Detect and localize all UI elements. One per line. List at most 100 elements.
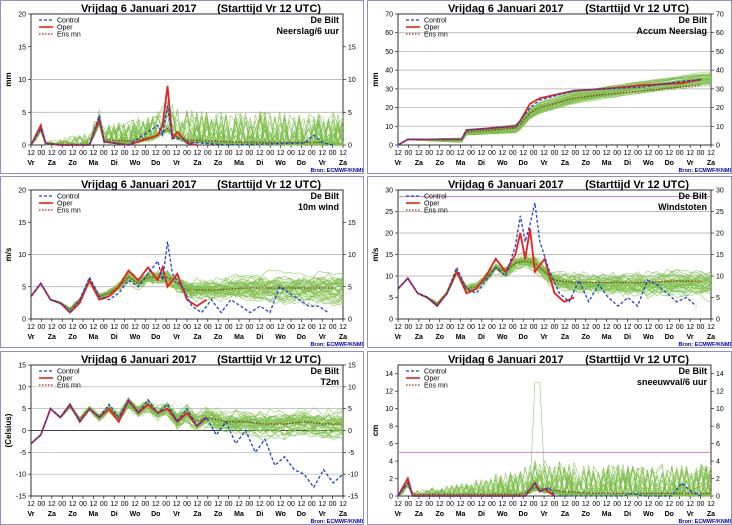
x-day-label: Za [339, 160, 347, 167]
variable-name: sneeuwval/6 uur [637, 377, 708, 387]
y-tick-label-left: 6 [389, 441, 393, 448]
y-axis-label: cm [371, 425, 380, 437]
y-tick-label-left: 30 [385, 188, 393, 195]
x-tick-label: 12 [707, 324, 715, 331]
x-tick-label: 12 [318, 150, 326, 157]
y-tick-label-right: 10 [348, 252, 356, 259]
x-day-label: Zo [582, 334, 591, 341]
panel-title: Vrijdag 6 Januari 2017 [448, 354, 564, 366]
x-day-label: Zo [435, 511, 444, 518]
y-tick-label-left: 15 [18, 363, 26, 370]
oper-line [30, 398, 208, 445]
variable-name: Windstoten [658, 202, 707, 212]
x-tick-label: 00 [488, 150, 496, 157]
x-tick-label: 12 [339, 501, 347, 508]
x-tick-label: 12 [256, 150, 264, 157]
station-name: De Bilt [678, 15, 707, 25]
x-tick-label: 00 [183, 150, 191, 157]
x-day-label: Di [256, 511, 263, 518]
y-tick-label-right: 50 [716, 49, 724, 56]
x-day-label: Ma [234, 160, 244, 167]
x-tick-label: 12 [235, 324, 243, 331]
x-tick-label: 00 [142, 324, 150, 331]
x-day-label: Vr [394, 334, 401, 341]
y-tick-label-right: 10 [716, 124, 724, 131]
x-day-label: Do [519, 334, 528, 341]
x-tick-label: 12 [27, 324, 35, 331]
x-tick-label: 12 [582, 501, 590, 508]
x-tick-label: 12 [110, 501, 118, 508]
x-day-label: Ma [602, 511, 612, 518]
ensemble-members [30, 396, 344, 444]
y-tick-label-right: 15 [716, 252, 724, 259]
x-day-label: Ma [89, 334, 99, 341]
x-tick-label: 00 [38, 324, 46, 331]
y-tick-label-right: 5 [348, 406, 352, 413]
x-tick-label: 12 [235, 150, 243, 157]
x-tick-label: 00 [121, 501, 129, 508]
x-tick-label: 12 [582, 324, 590, 331]
x-day-label: Vr [319, 160, 326, 167]
x-day-label: Za [561, 511, 569, 518]
variable-name: 10m wind [298, 202, 339, 212]
chart-10m-wind: Vrijdag 6 Januari 2017 (Starttijd Vr 12 U… [4, 179, 363, 347]
chart-accum-neerslag: Vrijdag 6 Januari 2017 (Starttijd Vr 12 U… [371, 3, 731, 173]
x-tick-label: 12 [90, 501, 98, 508]
x-tick-label: 00 [446, 150, 454, 157]
x-tick-label: 12 [603, 324, 611, 331]
x-tick-label: 00 [329, 501, 337, 508]
panel-start-time: (Starttijd Vr 12 UTC) [585, 354, 689, 366]
x-day-label: Vr [687, 160, 694, 167]
x-tick-label: 00 [204, 501, 212, 508]
ensemble-member [397, 81, 712, 146]
y-tick-label-left: 5 [22, 110, 26, 117]
x-tick-label: 12 [665, 150, 673, 157]
source-label: Bron: ECMWF/KNMI [678, 342, 731, 348]
x-tick-label: 12 [173, 150, 181, 157]
x-tick-label: 12 [540, 150, 548, 157]
x-tick-label: 12 [110, 324, 118, 331]
panel-windstoten: Vrijdag 6 Januari 2017 (Starttijd Vr 12 U… [367, 176, 732, 348]
x-day-label: Wo [497, 334, 508, 341]
x-tick-label: 12 [298, 150, 306, 157]
x-day-label: Di [111, 160, 118, 167]
x-day-label: Ma [456, 160, 466, 167]
x-tick-label: 12 [214, 324, 222, 331]
panel-title: Vrijdag 6 Januari 2017 [81, 179, 197, 191]
x-day-label: Di [256, 160, 263, 167]
x-tick-label: 00 [676, 150, 684, 157]
x-tick-label: 00 [571, 324, 579, 331]
x-tick-label: 12 [318, 501, 326, 508]
x-day-label: Wo [497, 511, 508, 518]
legend-entry: Ens mn [424, 383, 448, 390]
y-tick-label-left: 0 [22, 143, 26, 150]
x-tick-label: 00 [58, 150, 66, 157]
x-day-label: Vr [173, 511, 180, 518]
y-axis-label: m/s [371, 247, 380, 261]
x-day-label: Wo [643, 511, 654, 518]
x-day-label: Vr [27, 511, 34, 518]
x-day-label: Wo [275, 334, 286, 341]
legend-entry: Control [57, 369, 80, 376]
ensemble-members [397, 382, 712, 498]
y-tick-label-left: 5 [389, 295, 393, 302]
x-tick-label: 00 [266, 324, 274, 331]
ensemble-member [397, 80, 712, 146]
ensemble-member [397, 80, 712, 146]
x-tick-label: 00 [655, 324, 663, 331]
x-day-label: Wo [643, 334, 654, 341]
legend-entry: Oper [424, 201, 440, 208]
panel-title: Vrijdag 6 Januari 2017 [448, 3, 564, 15]
x-day-label: Zo [68, 160, 77, 167]
x-tick-label: 12 [540, 501, 548, 508]
x-tick-label: 00 [655, 501, 663, 508]
y-tick-label-right: 15 [348, 363, 356, 370]
x-tick-label: 12 [48, 150, 56, 157]
x-tick-label: 00 [58, 501, 66, 508]
x-tick-label: 12 [561, 501, 569, 508]
panel-accum-neerslag: Vrijdag 6 Januari 2017 (Starttijd Vr 12 U… [367, 0, 732, 174]
y-tick-label-right: 8 [716, 424, 720, 431]
x-day-label: Vr [27, 160, 34, 167]
x-tick-label: 12 [582, 150, 590, 157]
x-tick-label: 00 [183, 324, 191, 331]
